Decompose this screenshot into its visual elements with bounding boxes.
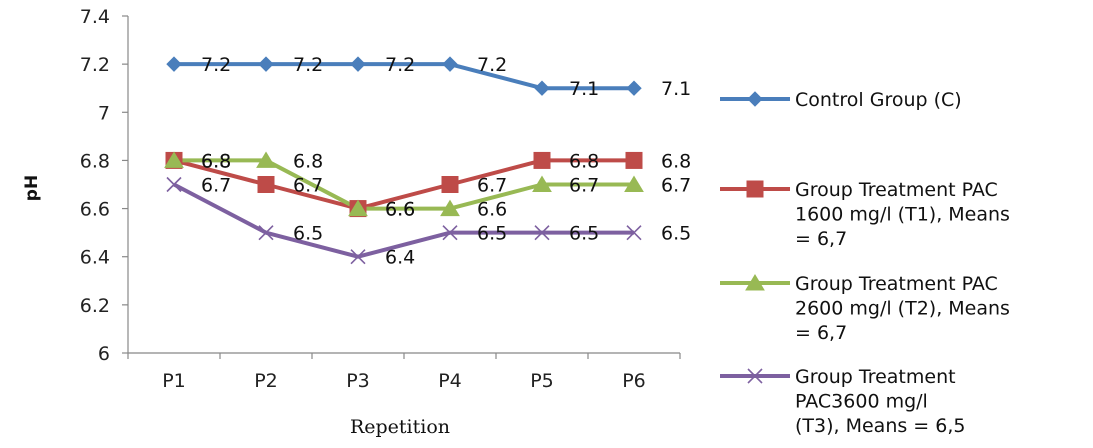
x-tick-label: P5 (530, 370, 554, 392)
data-label-s1-2: 6.6 (385, 199, 415, 221)
data-label-s0-1: 7.2 (293, 54, 323, 76)
y-axis-label: pH (22, 175, 42, 201)
data-point-s1-5 (625, 151, 643, 169)
x-tick-label: P2 (254, 370, 278, 392)
data-point-s2-3 (440, 199, 460, 217)
legend-label-line: (T3), Means = 6,5 (795, 415, 965, 437)
x-tick-label: P1 (162, 370, 186, 392)
data-point-s1-3 (441, 176, 459, 193)
data-labels: 7.2 7.2 7.2 7.27.1 7.16.86.76.66.76.8 6.86.8 6… (201, 54, 691, 269)
data-label-s1-4: 6.8 (569, 150, 599, 172)
data-point-s3-0 (166, 176, 182, 193)
data-label-s3-2: 6.4 (385, 247, 415, 269)
legend-label-line: Group Treatment PAC (795, 179, 998, 201)
legend-item-1: Group Treatment PAC 1600 mg/l (T1), Means… (720, 179, 1010, 250)
data-point-s2-0 (164, 151, 184, 168)
legend-swatch-marker (745, 274, 765, 291)
y-tick-label: 6.2 (80, 295, 110, 317)
data-point-s0-0 (166, 56, 182, 72)
legend-label-line: Group Treatment (795, 366, 956, 388)
data-point-s3-2 (350, 249, 366, 265)
y-tick-label: 7 (98, 102, 110, 124)
y-tick-label: 6 (98, 343, 110, 365)
data-point-s0-2 (350, 56, 366, 72)
data-label-s3-4: 6.5 (569, 223, 599, 245)
y-ticks: 6 6.2 6.4 6.6 6.8 7 7.2 7.4 (80, 6, 128, 365)
y-tick-label: 6.6 (80, 199, 110, 221)
data-point-s2-4 (532, 175, 552, 192)
legend-item-3: Group Treatment PAC3600 mg/l(T3), Means =… (720, 366, 965, 437)
series-line-1 (173, 158, 634, 211)
legend-label-line: Group Treatment PAC (795, 273, 998, 295)
legend-label-line: = 6,7 (795, 228, 847, 250)
x-tick-label: P3 (346, 370, 370, 392)
data-label-s0-2: 7.2 (385, 54, 415, 76)
data-point-s1-4 (533, 151, 551, 169)
data-label-s1-3: 6.7 (477, 175, 507, 197)
legend-label-line: PAC3600 mg/l (795, 391, 928, 413)
data-label-s0-5: 7.1 (661, 78, 691, 100)
data-point-s3-5 (626, 225, 642, 241)
data-point-s0-4 (534, 80, 550, 96)
series-line-2 (174, 158, 634, 211)
data-label-s2-5: 6.7 (661, 175, 691, 197)
data-label-s1-5: 6.8 (661, 150, 691, 172)
series-line-0 (174, 62, 634, 91)
data-point-s3-3 (442, 225, 458, 241)
series-line-3 (173, 182, 634, 259)
x-axis-label: Repetition (350, 416, 450, 438)
data-label-s3-0: 6.7 (201, 175, 231, 197)
y-tick-label: 6.8 (80, 150, 110, 172)
data-label-s2-3: 6.6 (477, 199, 507, 221)
legend-swatch-marker (747, 91, 763, 107)
y-tick-label: 6.4 (80, 247, 110, 269)
legend-item-0: Control Group (C) (720, 89, 962, 111)
data-point-s2-1 (256, 151, 276, 168)
y-tick-label: 7.4 (80, 6, 110, 28)
legend-label-line: 1600 mg/l (T1), Means (795, 204, 1010, 226)
data-label-s3-1: 6.5 (293, 223, 323, 245)
data-point-s2-2 (348, 199, 368, 217)
data-label-s3-5: 6.5 (661, 223, 691, 245)
legend-item-2: Group Treatment PAC 2600 mg/l (T2), Means… (720, 273, 1010, 344)
data-point-s0-3 (442, 56, 458, 72)
series-lines (173, 62, 634, 259)
data-label-s0-3: 7.2 (477, 54, 507, 76)
data-point-s0-5 (626, 80, 642, 96)
data-label-s0-0: 7.2 (201, 54, 231, 76)
data-label-s2-4: 6.7 (569, 175, 599, 197)
data-label-s2-2: 6.6 (385, 199, 415, 221)
legend: Control Group (C) Group Treatment PAC 1600… (720, 89, 1010, 437)
legend-label-line: 2600 mg/l (T2), Means (795, 298, 1010, 320)
data-label-s1-1: 6.7 (293, 175, 323, 197)
data-point-s3-1 (258, 225, 274, 241)
data-label-s2-0: 6.8 (201, 150, 231, 172)
data-label-s0-4: 7.1 (569, 78, 599, 100)
data-point-s2-5 (624, 175, 644, 192)
data-label-s1-0: 6.8 (201, 150, 231, 172)
x-tick-label: P4 (438, 370, 462, 392)
data-point-s0-1 (258, 56, 274, 72)
legend-swatch-marker (747, 368, 763, 384)
x-tick-label: P6 (622, 370, 646, 392)
data-point-s1-1 (257, 176, 275, 193)
legend-label-line: Control Group (C) (795, 89, 962, 111)
legend-label-line: = 6,7 (795, 322, 847, 344)
y-tick-label: 7.2 (80, 54, 110, 76)
legend-swatch-marker (746, 180, 764, 198)
data-point-s3-4 (534, 225, 550, 241)
x-ticks: P1 P2 P3 P4 P5 P6 (127, 353, 681, 392)
data-label-s3-3: 6.5 (477, 223, 507, 245)
data-label-s2-1: 6.8 (293, 150, 323, 172)
series-markers (164, 56, 644, 265)
